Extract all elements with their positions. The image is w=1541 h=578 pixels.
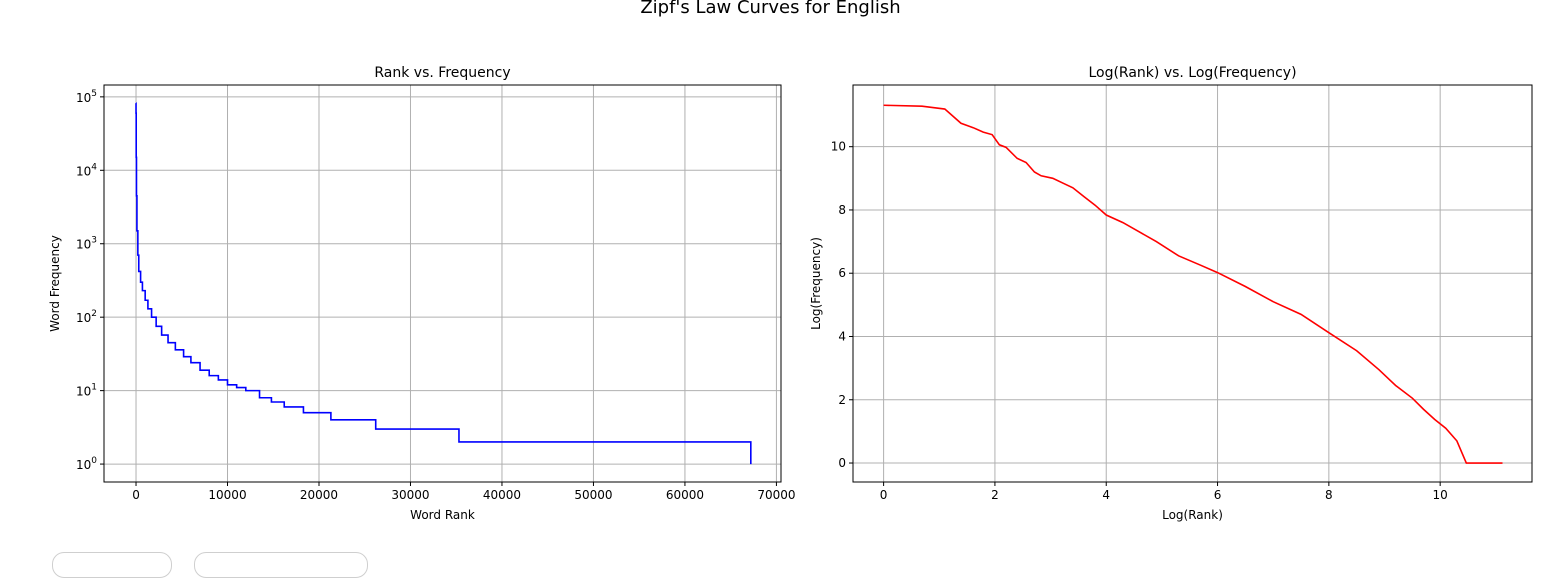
x-tick-label: 10000 (208, 488, 246, 502)
toolbar-button-2[interactable] (194, 552, 368, 578)
x-axis-label: Word Rank (410, 508, 475, 522)
series-line (135, 102, 752, 465)
x-axis-label: Log(Rank) (1162, 508, 1223, 522)
y-tick-label: 104 (76, 162, 97, 178)
y-tick-label: 102 (76, 309, 97, 325)
figure-title: Zipf's Law Curves for English (640, 0, 901, 18)
x-tick-label: 40000 (483, 488, 521, 502)
y-tick-label: 0 (838, 456, 846, 470)
x-tick-label: 8 (1325, 488, 1333, 502)
y-axis-label: Word Frequency (48, 235, 62, 332)
x-tick-label: 50000 (574, 488, 612, 502)
x-tick-label: 2 (991, 488, 999, 502)
x-tick-label: 6 (1214, 488, 1222, 502)
x-tick-label: 0 (132, 488, 140, 502)
y-tick-label: 100 (76, 456, 97, 472)
y-tick-label: 4 (838, 329, 846, 343)
toolbar-button-1[interactable] (52, 552, 172, 578)
figure: 0 10000 20000 30000 40000 50000 60000 700001001… (48, 65, 1533, 522)
plot-frame (103, 84, 782, 483)
y-tick-label: 8 (838, 203, 846, 217)
y-tick-label: 6 (838, 266, 846, 280)
chart-title: Rank vs. Frequency (374, 65, 510, 81)
x-tick-label: 60000 (666, 488, 704, 502)
x-tick-label: 70000 (757, 488, 795, 502)
chart-title: Log(Rank) vs. Log(Frequency) (1088, 65, 1296, 81)
log-rank-frequency-chart: 0 2 4 6 8 10 0 2 4 6 8 10 Log(Rank) vs. Log(Frequenc… (809, 65, 1533, 522)
plot-frame (852, 84, 1533, 483)
series-line (883, 104, 1503, 464)
x-tick-label: 4 (1102, 488, 1110, 502)
y-tick-label: 2 (838, 393, 846, 407)
y-tick-label: 101 (76, 383, 97, 399)
y-tick-label: 10 (831, 140, 846, 154)
y-tick-label: 105 (76, 89, 97, 105)
x-tick-label: 20000 (300, 488, 338, 502)
x-tick-label: 30000 (391, 488, 429, 502)
y-axis-label: Log(Frequency) (809, 237, 823, 330)
rank-frequency-chart: 0 10000 20000 30000 40000 50000 60000 70000 100 1… (48, 65, 796, 522)
y-tick-label: 103 (76, 236, 97, 252)
x-tick-label: 0 (880, 488, 888, 502)
x-tick-label: 10 (1433, 488, 1448, 502)
